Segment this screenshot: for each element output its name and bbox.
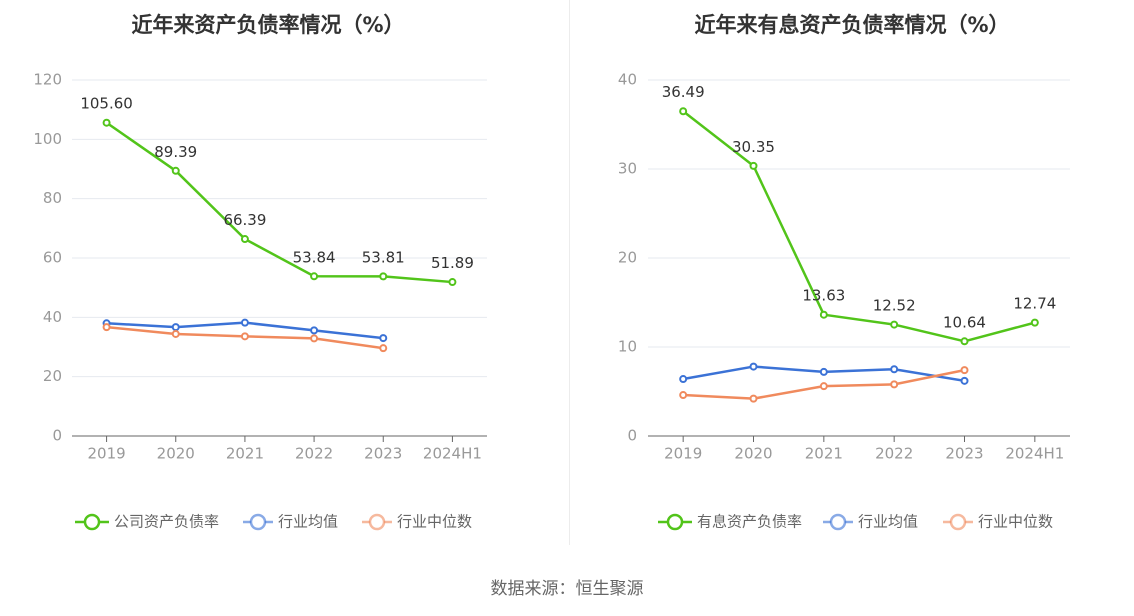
series-line-1 bbox=[105, 121, 453, 284]
data-point[interactable] bbox=[171, 323, 180, 332]
y-tick-label: 0 bbox=[627, 427, 637, 445]
data-label: 30.35 bbox=[732, 138, 775, 156]
legend-marker-icon bbox=[829, 513, 847, 531]
y-tick-label: 100 bbox=[33, 130, 62, 148]
data-label: 51.89 bbox=[431, 254, 474, 272]
data-label: 105.60 bbox=[80, 95, 133, 113]
x-tick-label: 2023 bbox=[364, 445, 402, 463]
data-label: 66.39 bbox=[223, 211, 266, 229]
data-label: 53.84 bbox=[293, 248, 336, 266]
data-point[interactable] bbox=[679, 391, 688, 400]
x-tick-label: 2022 bbox=[875, 445, 913, 463]
data-label: 13.63 bbox=[802, 287, 845, 305]
data-point[interactable] bbox=[679, 375, 688, 384]
data-point[interactable] bbox=[960, 366, 969, 375]
data-point[interactable] bbox=[240, 235, 249, 244]
chart-panel-1: 近年来资产负债率情况（%） 0 20 40 60 80 100 120 2019 2020 2021… bbox=[33, 13, 487, 531]
x-tick-label: 2020 bbox=[157, 445, 195, 463]
data-point[interactable] bbox=[749, 394, 758, 403]
x-tick-label: 2019 bbox=[664, 445, 702, 463]
data-source-note: 数据来源：恒生聚源 bbox=[490, 579, 644, 599]
y-tick-label: 80 bbox=[43, 189, 62, 207]
data-label: 89.39 bbox=[154, 143, 197, 161]
x-tick-label: 2022 bbox=[295, 445, 333, 463]
legend-label: 行业均值 bbox=[858, 513, 918, 531]
data-point[interactable] bbox=[819, 382, 828, 391]
x-tick-label: 2024H1 bbox=[423, 445, 482, 463]
y-tick-label: 40 bbox=[618, 71, 637, 89]
legend-marker-icon bbox=[368, 513, 386, 531]
data-label: 36.49 bbox=[662, 83, 705, 101]
legend-marker-icon bbox=[666, 513, 684, 531]
data-label: 10.64 bbox=[943, 313, 986, 331]
data-point[interactable] bbox=[102, 118, 111, 127]
legend-item-1[interactable]: 公司资产负债率 bbox=[75, 513, 219, 531]
legend-marker-icon bbox=[83, 513, 101, 531]
legend-marker-icon bbox=[949, 513, 967, 531]
data-point[interactable] bbox=[379, 272, 388, 281]
data-label: 12.52 bbox=[873, 297, 916, 315]
data-label: 12.74 bbox=[1013, 295, 1056, 313]
y-tick-label: 40 bbox=[43, 308, 62, 326]
x-tick-label: 2019 bbox=[87, 445, 125, 463]
y-tick-label: 0 bbox=[52, 427, 62, 445]
data-point[interactable] bbox=[379, 334, 388, 343]
y-tick-label: 10 bbox=[618, 338, 637, 356]
legend-item-3[interactable]: 行业中位数 bbox=[943, 513, 1053, 531]
x-tick-label: 2023 bbox=[945, 445, 983, 463]
data-point[interactable] bbox=[310, 334, 319, 343]
legend-item-2[interactable]: 行业均值 bbox=[243, 513, 338, 531]
x-tick-label: 2024H1 bbox=[1005, 445, 1064, 463]
data-point[interactable] bbox=[890, 380, 899, 389]
x-tick-label: 2020 bbox=[734, 445, 772, 463]
chart-title: 近年来有息资产负债率情况（%） bbox=[694, 13, 1009, 37]
data-point[interactable] bbox=[679, 107, 688, 116]
data-point[interactable] bbox=[379, 344, 388, 353]
legend-item-1[interactable]: 有息资产负债率 bbox=[658, 513, 802, 531]
legend-label: 行业均值 bbox=[278, 513, 338, 531]
chart-panel-2: 近年来有息资产负债率情况（%） 0 10 20 30 40 2019 2020 2021 2022… bbox=[618, 13, 1070, 531]
y-tick-label: 60 bbox=[43, 249, 62, 267]
data-point[interactable] bbox=[890, 365, 899, 374]
data-point[interactable] bbox=[240, 332, 249, 341]
data-point[interactable] bbox=[448, 278, 457, 287]
data-point[interactable] bbox=[749, 362, 758, 371]
legend-label: 有息资产负债率 bbox=[697, 513, 802, 531]
data-point[interactable] bbox=[749, 161, 758, 170]
data-point[interactable] bbox=[960, 376, 969, 385]
chart-title: 近年来资产负债率情况（%） bbox=[131, 13, 404, 37]
legend-label: 行业中位数 bbox=[397, 513, 472, 531]
data-point[interactable] bbox=[890, 320, 899, 329]
legend-label: 行业中位数 bbox=[978, 513, 1053, 531]
data-point[interactable] bbox=[310, 272, 319, 281]
data-point[interactable] bbox=[819, 367, 828, 376]
y-tick-label: 120 bbox=[33, 71, 62, 89]
legend-marker-icon bbox=[249, 513, 267, 531]
data-point[interactable] bbox=[171, 166, 180, 175]
x-tick-label: 2021 bbox=[226, 445, 264, 463]
y-tick-label: 30 bbox=[618, 160, 637, 178]
data-point[interactable] bbox=[960, 337, 969, 346]
legend-item-2[interactable]: 行业均值 bbox=[823, 513, 918, 531]
legend-label: 公司资产负债率 bbox=[114, 513, 219, 531]
data-point[interactable] bbox=[102, 323, 111, 332]
data-point[interactable] bbox=[171, 329, 180, 338]
panel-divider bbox=[569, 0, 570, 545]
legend-item-3[interactable]: 行业中位数 bbox=[362, 513, 472, 531]
data-point[interactable] bbox=[240, 318, 249, 327]
y-tick-label: 20 bbox=[618, 249, 637, 267]
data-label: 53.81 bbox=[362, 248, 405, 266]
data-point[interactable] bbox=[819, 310, 828, 319]
x-tick-label: 2021 bbox=[805, 445, 843, 463]
data-point[interactable] bbox=[1030, 318, 1039, 327]
data-point[interactable] bbox=[310, 326, 319, 335]
y-tick-label: 20 bbox=[43, 367, 62, 385]
series-line-1 bbox=[682, 110, 1036, 343]
